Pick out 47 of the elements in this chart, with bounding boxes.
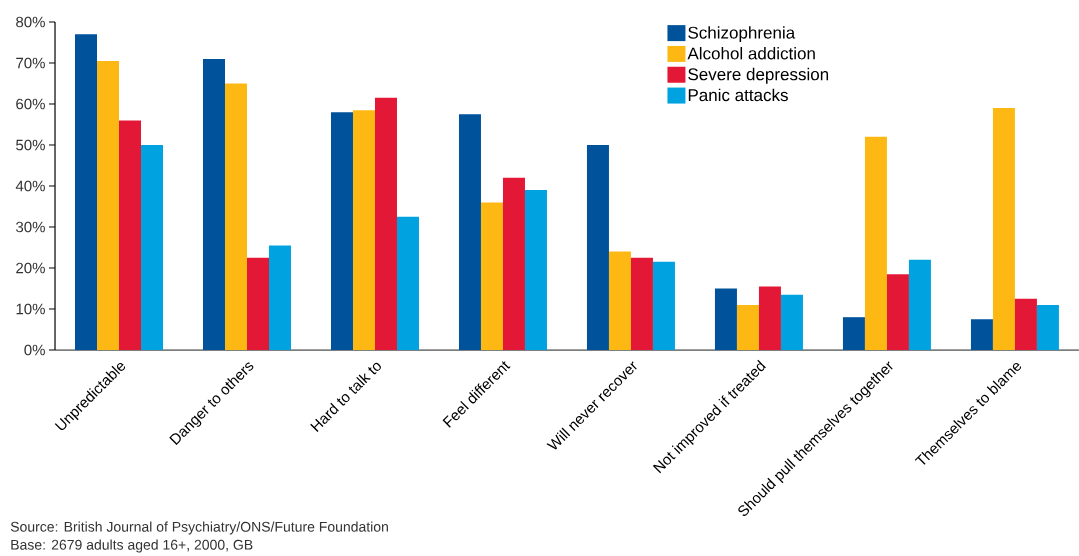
- y-tick-label: 50%: [16, 139, 45, 151]
- y-tick-label: 40%: [15, 180, 45, 192]
- bar: [352, 110, 375, 350]
- y-tick-label: 60%: [16, 98, 45, 110]
- legend-label: Panic attacks: [688, 88, 788, 102]
- bar: [758, 286, 781, 350]
- bar: [908, 259, 931, 350]
- bar: [886, 274, 909, 350]
- bar: [652, 261, 675, 350]
- legend-label: Schizophrenia: [688, 26, 796, 43]
- bar: [586, 145, 609, 350]
- bar: [458, 114, 481, 350]
- text: Base: 2679 adults aged 16+, 2000, GB: [11, 539, 253, 553]
- bar: [374, 97, 397, 350]
- bar: [992, 108, 1015, 350]
- y-tick-label: 0%: [24, 344, 45, 356]
- y-tick-label: 70%: [16, 57, 45, 69]
- legend-label: Severe depression: [688, 67, 829, 84]
- legend-label: Alcohol addiction: [687, 47, 815, 60]
- bar: [480, 202, 503, 350]
- bar: [396, 216, 419, 350]
- y-tick-label: 20%: [16, 262, 45, 274]
- bar: [842, 317, 865, 350]
- bar: [1036, 304, 1059, 350]
- bar: [75, 34, 97, 350]
- bar: [630, 257, 653, 350]
- bar: [97, 60, 119, 350]
- bar: [247, 257, 269, 350]
- bar: [780, 294, 803, 350]
- bar: [608, 251, 631, 350]
- bar: [330, 112, 353, 350]
- bar: [524, 190, 547, 350]
- bar: [1014, 298, 1037, 350]
- bar: [225, 83, 247, 350]
- bar: [141, 145, 163, 350]
- bar: [119, 120, 141, 350]
- bar: [864, 136, 887, 350]
- bar: [268, 245, 291, 350]
- bar: [502, 177, 525, 350]
- bar: [736, 304, 759, 350]
- y-tick-label: 30%: [16, 221, 45, 233]
- bar: [970, 319, 993, 350]
- y-tick-label: 10%: [16, 303, 45, 315]
- source-note: Source: British Journal of Psychiatry/ONS/Future Foundation: [10, 521, 388, 535]
- bar: [203, 58, 225, 350]
- y-tick-label: 80%: [16, 16, 45, 28]
- bar: [714, 288, 737, 350]
